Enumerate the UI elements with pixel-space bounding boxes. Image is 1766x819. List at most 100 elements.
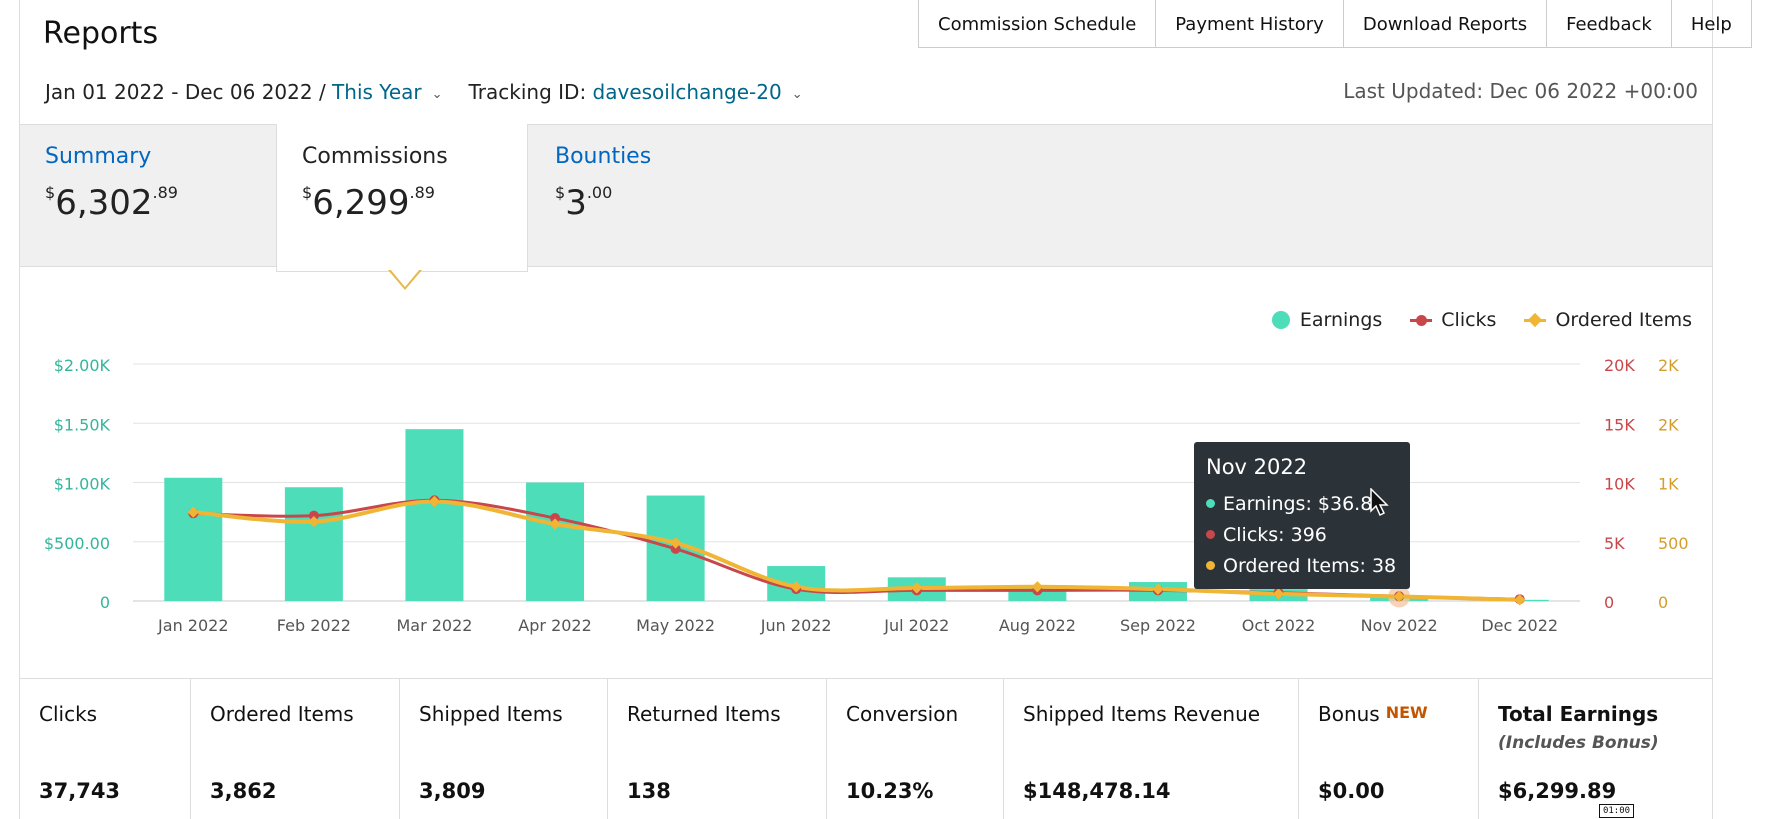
stat-shipped-revenue: Shipped Items Revenue $148,478.14 — [1004, 679, 1299, 819]
tooltip-row-clicks: Clicks: 396 — [1206, 519, 1398, 550]
page-title: Reports — [43, 16, 159, 51]
ordered-items-point — [428, 495, 441, 508]
x-axis-tick: Nov 2022 — [1361, 616, 1438, 635]
chart-legend: Earnings Clicks Ordered Items — [1244, 309, 1692, 331]
dot-icon — [1206, 530, 1215, 539]
ordered-items-point — [669, 537, 682, 549]
chevron-down-icon[interactable]: ⌄ — [791, 86, 803, 102]
x-axis-tick: Feb 2022 — [277, 616, 351, 635]
x-axis-tick: Mar 2022 — [396, 616, 472, 635]
x-axis-tick: Oct 2022 — [1242, 616, 1315, 635]
tab-commissions[interactable]: Commissions $6,299.89 — [276, 124, 528, 272]
ordered-items-point — [1514, 594, 1526, 606]
legend-label: Earnings — [1299, 309, 1383, 331]
dot-icon — [1206, 561, 1215, 570]
stat-shipped-items: Shipped Items 3,809 — [400, 679, 608, 819]
dot-icon — [1271, 311, 1290, 329]
line-diamond-icon — [1524, 312, 1547, 327]
x-axis-tick: Sep 2022 — [1120, 616, 1196, 635]
new-badge: NEW — [1385, 703, 1428, 722]
tooltip-title: Nov 2022 — [1206, 455, 1308, 479]
last-updated-text: Last Updated: Dec 06 2022 +00:00 — [1343, 79, 1698, 103]
stat-bonus: Bonus NEW $0.00 — [1299, 679, 1479, 819]
right2-axis-tick: 2K — [1658, 415, 1679, 434]
commission-schedule-link[interactable]: Commission Schedule — [919, 0, 1157, 48]
help-link[interactable]: Help — [1672, 0, 1752, 48]
right-axis-tick: 0 — [1604, 593, 1614, 612]
stat-returned-items: Returned Items 138 — [608, 679, 827, 819]
timer-badge: 01:00 — [1599, 804, 1634, 818]
tab-amount: $3.00 — [555, 183, 613, 223]
tab-label: Commissions — [302, 144, 448, 169]
filter-row: Jan 01 2022 - Dec 06 2022 / This Year ⌄ T… — [45, 80, 803, 104]
top-nav: Commission Schedule Payment History Down… — [918, 0, 1752, 48]
tracking-id-label: Tracking ID: — [468, 80, 587, 104]
x-axis-tick: Jul 2022 — [883, 616, 949, 635]
earnings-bar — [405, 429, 464, 601]
right2-axis-tick: 1K — [1658, 475, 1679, 494]
left-axis-tick: $2.00K — [54, 356, 111, 375]
earnings-bar — [164, 477, 223, 601]
x-axis-tick: Apr 2022 — [518, 616, 591, 635]
x-axis-tick: Dec 2022 — [1481, 616, 1558, 635]
earnings-bar — [526, 482, 585, 601]
download-reports-link[interactable]: Download Reports — [1344, 0, 1548, 48]
x-axis-tick: Jun 2022 — [760, 616, 832, 635]
date-range-text: Jan 01 2022 - Dec 06 2022 / — [45, 80, 326, 104]
reports-panel — [19, 0, 1713, 819]
clicks-point — [550, 513, 561, 524]
feedback-link[interactable]: Feedback — [1547, 0, 1672, 48]
chart-tooltip: Nov 2022 Earnings: $36.8 Clicks: 396 Ord… — [1194, 442, 1410, 589]
earnings-chart: 0 0 0 $500.00 5K 500 $1.00K 10K 1K $1.50K 15K 2K $2.… — [44, 356, 1689, 635]
ordered-items-point — [1272, 588, 1285, 600]
tab-label: Bounties — [555, 144, 652, 169]
left-axis-tick: 0 — [100, 593, 110, 612]
tab-amount: $6,299.89 — [302, 183, 435, 223]
tab-amount: $6,302.89 — [45, 183, 178, 223]
payment-history-link[interactable]: Payment History — [1156, 0, 1344, 48]
ordered-items-point — [1152, 583, 1164, 595]
right-axis-tick: 5K — [1604, 534, 1625, 553]
ordered-items-point — [911, 582, 923, 594]
ordered-items-point — [187, 506, 199, 518]
stat-total-earnings: Total Earnings (Includes Bonus) $6,299.8… — [1498, 702, 1659, 803]
right-axis-tick: 20K — [1604, 356, 1635, 375]
left-axis-tick: $500.00 — [44, 534, 110, 553]
x-axis-tick: Aug 2022 — [999, 616, 1076, 635]
tooltip-row-ordered: Ordered Items: 38 — [1206, 550, 1398, 581]
right-axis-tick: 10K — [1604, 475, 1635, 494]
tracking-id-dropdown[interactable]: davesoilchange-20 — [592, 80, 782, 104]
legend-ordered-items[interactable]: Ordered Items — [1524, 309, 1692, 331]
active-tab-pointer-fill — [390, 269, 420, 287]
clicks-point — [670, 543, 681, 554]
stats-bar: Clicks 37,743 Ordered Items 3,862 Shippe… — [20, 678, 1712, 819]
tooltip-row-earnings: Earnings: $36.8 — [1206, 488, 1398, 519]
clicks-point — [308, 510, 319, 521]
chevron-down-icon[interactable]: ⌄ — [431, 86, 443, 102]
legend-label: Clicks — [1441, 309, 1497, 331]
legend-earnings[interactable]: Earnings — [1271, 309, 1383, 331]
date-preset-dropdown[interactable]: This Year — [332, 80, 422, 104]
x-axis-tick: May 2022 — [636, 616, 715, 635]
right2-axis-tick: 0 — [1658, 593, 1668, 612]
left-axis-tick: $1.00K — [54, 475, 111, 494]
legend-clicks[interactable]: Clicks — [1410, 309, 1496, 331]
ordered-items-point — [549, 518, 561, 530]
stat-clicks: Clicks 37,743 — [20, 679, 191, 819]
tab-bounties[interactable]: Bounties $3.00 — [530, 124, 785, 267]
tab-label: Summary — [45, 144, 152, 169]
right2-axis-tick: 500 — [1658, 534, 1689, 553]
x-axis-tick: Jan 2022 — [157, 616, 228, 635]
left-axis-tick: $1.50K — [54, 415, 111, 434]
ordered-items-point — [790, 581, 802, 593]
stat-conversion: Conversion 10.23% — [827, 679, 1004, 819]
right2-axis-tick: 2K — [1658, 356, 1679, 375]
tab-summary[interactable]: Summary $6,302.89 — [20, 124, 275, 267]
ordered-items-point — [1031, 581, 1044, 593]
line-dot-icon — [1410, 314, 1433, 326]
legend-label: Ordered Items — [1555, 309, 1692, 331]
dot-icon — [1206, 499, 1215, 508]
right-axis-tick: 15K — [1604, 415, 1635, 434]
stat-ordered-items: Ordered Items 3,862 — [191, 679, 400, 819]
mouse-cursor-icon — [1370, 488, 1389, 517]
